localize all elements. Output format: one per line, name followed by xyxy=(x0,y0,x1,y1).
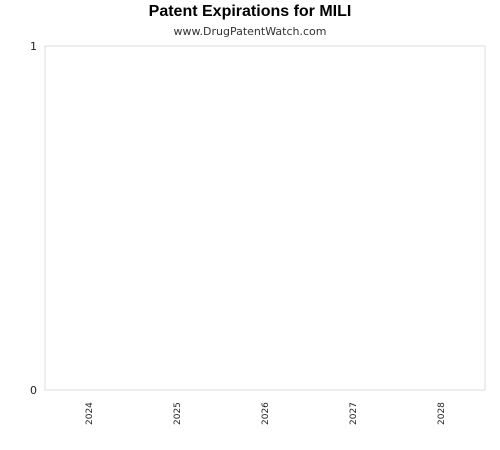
y-tick-label: 1 xyxy=(30,40,37,53)
x-tick-label: 2026 xyxy=(261,402,271,425)
plot-area xyxy=(45,46,485,390)
x-tick-label: 2028 xyxy=(437,402,447,425)
x-tick-label: 2024 xyxy=(85,402,95,425)
x-axis: 2024 2025 2026 2027 2028 xyxy=(85,402,447,425)
y-tick-label: 0 xyxy=(30,384,37,397)
y-axis: 01 xyxy=(30,40,37,397)
x-tick-label: 2027 xyxy=(349,402,359,425)
x-tick-label: 2025 xyxy=(173,402,183,425)
